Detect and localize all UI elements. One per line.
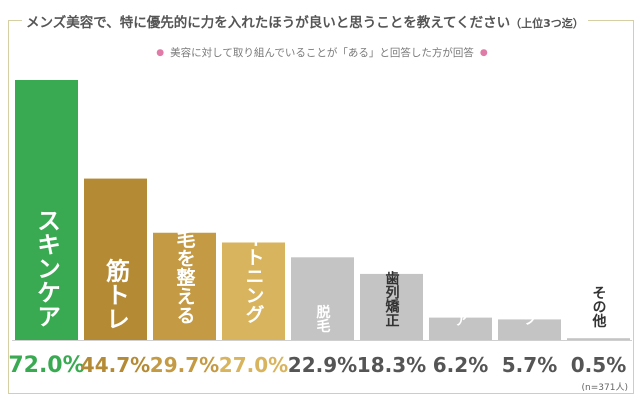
bar-6 — [360, 273, 423, 340]
category-label-1: スキンケア — [33, 208, 61, 328]
value-label-8: 5.7% — [502, 353, 557, 377]
chart-title-suffix: （上位3つ迄） — [510, 17, 584, 30]
note-bullet-right: ● — [479, 48, 488, 58]
value-label-3: 29.7% — [150, 353, 219, 377]
category-label-7: ネイルケア — [453, 257, 469, 327]
category-label-2: 筋トレ — [102, 258, 131, 331]
value-label-1: 72.0% — [8, 353, 84, 378]
bar-4 — [222, 242, 285, 340]
category-label-4: ホワイトニング — [243, 190, 265, 323]
chart-title: メンズ美容で、特に優先的に力を入れたほうが良いと思うことを教えてください（上位3… — [22, 11, 588, 31]
bar-1 — [15, 80, 78, 340]
category-label-8: メンズメイク — [522, 242, 538, 326]
value-label-6: 18.3% — [357, 353, 426, 377]
value-label-2: 44.7% — [81, 353, 150, 377]
bar-5 — [291, 257, 354, 340]
chart-note: ● 美容に対して取り組んでいることが「ある」と回答した方が回答 ● — [0, 45, 644, 60]
bar-3 — [153, 232, 216, 340]
value-label-7: 6.2% — [433, 353, 488, 377]
sample-size: (n=371人) — [581, 383, 628, 393]
category-label-6: 歯列矯正 — [384, 271, 401, 328]
chart-title-text: メンズ美容で、特に優先的に力を入れたほうが良いと思うことを教えてください — [26, 15, 511, 31]
bar-9 — [567, 338, 630, 340]
value-label-5: 22.9% — [288, 353, 357, 377]
category-label-9: その他 — [591, 286, 608, 329]
value-label-4: 27.0% — [219, 353, 288, 377]
bar-7 — [429, 317, 492, 340]
bar-8 — [498, 319, 561, 340]
bar-2 — [84, 178, 147, 340]
category-label-5: 脱毛 — [315, 304, 331, 334]
chart-note-text: 美容に対して取り組んでいることが「ある」と回答した方が回答 — [170, 47, 474, 59]
category-label-3: 眉毛を整える — [174, 210, 196, 324]
value-label-9: 0.5% — [571, 353, 626, 377]
note-bullet-left: ● — [156, 48, 165, 58]
